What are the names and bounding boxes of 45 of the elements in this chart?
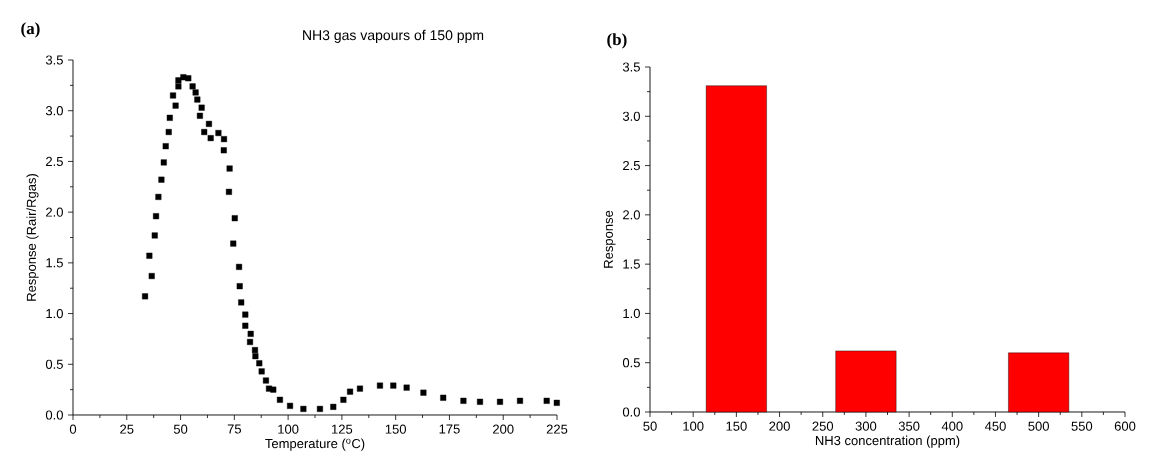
y-axis-title: Response: [603, 210, 616, 268]
y-axis-title: Response (Rair/Rgas): [26, 174, 39, 301]
x-tick-label: 175: [439, 424, 460, 434]
y-tick-label: 0.5: [622, 358, 640, 368]
y-tick-label: 2.5: [46, 156, 63, 167]
y-tick-label: 3.5: [622, 62, 640, 72]
x-tick-label: 50: [173, 424, 188, 434]
y-tick-label: 0.5: [45, 359, 63, 369]
x-tick-label: 550: [1071, 421, 1093, 431]
y-tick-label: 0.0: [45, 410, 63, 420]
x-tick-label: 100: [278, 424, 299, 434]
x-tick-label: 450: [984, 421, 1006, 431]
x-tick-label: 50: [643, 421, 657, 431]
x-tick-label: 150: [385, 424, 407, 434]
x-tick-label: 600: [1114, 421, 1136, 431]
x-tick-label: 200: [493, 424, 514, 434]
x-tick-label: 225: [546, 424, 568, 434]
text: NH3 gas vapours of 150 ppm: [303, 29, 484, 43]
y-tick-label: 2.0: [623, 210, 640, 220]
y-tick-label: 3.0: [622, 111, 640, 121]
y-tick-label: 3.0: [45, 106, 63, 116]
x-tick-label: 125: [332, 424, 353, 434]
x-tick-label: 25: [120, 424, 134, 434]
x-tick-label: 100: [683, 421, 704, 431]
x-tick-label: 150: [726, 421, 747, 431]
x-tick-label: 0: [69, 424, 77, 434]
x-axis-title: Temperature ($^{o}$C): [265, 438, 365, 451]
text: (a): [21, 22, 40, 38]
y-tick-label: 2.0: [46, 207, 63, 217]
x-axis-title: NH3 concentration (ppm): [815, 435, 960, 448]
y-tick-label: 0.0: [622, 407, 640, 417]
x-tick-label: 200: [769, 421, 790, 431]
y-tick-label: 1.5: [46, 258, 63, 268]
x-tick-label: 500: [1028, 421, 1049, 431]
y-tick-label: 3.5: [45, 55, 63, 65]
x-tick-label: 75: [227, 424, 242, 434]
y-tick-label: 1.5: [623, 259, 640, 269]
x-tick-label: 350: [898, 421, 920, 431]
y-tick-label: 1.0: [46, 308, 63, 319]
y-tick-label: 2.5: [623, 160, 640, 171]
x-tick-label: 250: [812, 421, 834, 431]
text: (b): [607, 33, 627, 49]
x-tick-label: 300: [855, 421, 877, 431]
x-tick-label: 400: [941, 421, 963, 431]
y-tick-label: 1.0: [623, 308, 640, 319]
